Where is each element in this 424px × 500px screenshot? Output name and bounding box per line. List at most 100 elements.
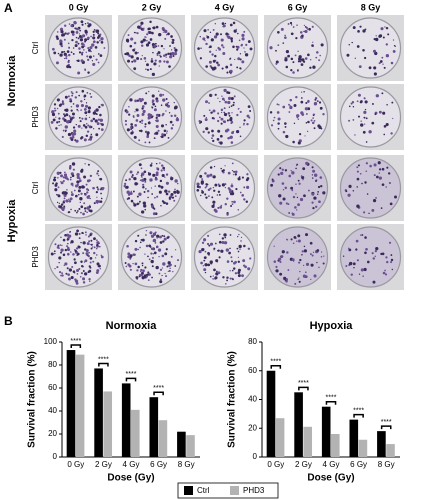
colony <box>284 122 287 125</box>
colony <box>52 47 55 51</box>
colony <box>229 234 232 236</box>
colony <box>142 269 145 273</box>
colony <box>208 60 212 64</box>
colony <box>149 20 152 24</box>
colony <box>150 259 154 264</box>
colony <box>322 113 325 116</box>
colony <box>124 119 128 123</box>
colony <box>228 190 232 194</box>
colony <box>93 111 97 115</box>
colony <box>307 120 310 124</box>
colony <box>312 65 316 69</box>
bar <box>321 406 331 457</box>
colony <box>100 192 102 195</box>
bar <box>177 431 186 457</box>
colony <box>232 174 235 176</box>
y-axis-label: Survival fraction (%) <box>27 351 38 448</box>
colony <box>66 245 68 248</box>
colony <box>84 117 88 121</box>
colony <box>224 187 227 189</box>
colony <box>316 51 319 54</box>
colony <box>357 30 360 33</box>
colony <box>372 49 377 53</box>
colony <box>214 23 216 25</box>
colony <box>85 114 88 117</box>
colony <box>71 135 75 139</box>
colony <box>161 254 165 258</box>
colony <box>302 60 306 63</box>
colony <box>97 61 100 64</box>
colony <box>96 186 99 189</box>
colony <box>67 132 72 137</box>
colony <box>390 61 394 65</box>
colony <box>277 122 280 125</box>
colony <box>125 179 128 182</box>
colony <box>207 188 211 192</box>
colony <box>68 47 70 50</box>
colony <box>166 193 169 196</box>
colony <box>207 263 211 267</box>
colony <box>241 33 245 37</box>
colony <box>368 212 370 215</box>
colony <box>82 212 85 216</box>
colony <box>312 177 314 179</box>
colony <box>273 116 276 119</box>
colony <box>303 90 305 93</box>
colony <box>64 233 67 237</box>
colony <box>155 265 159 270</box>
colony <box>56 201 59 204</box>
colony <box>95 199 99 204</box>
colony <box>217 63 220 67</box>
colony <box>304 29 308 34</box>
colony <box>285 65 289 69</box>
colony <box>172 270 174 273</box>
colony <box>356 166 359 169</box>
colony <box>84 111 88 115</box>
colony <box>216 61 219 64</box>
colony <box>153 44 157 48</box>
colony <box>92 117 96 121</box>
colony <box>89 261 92 264</box>
colony <box>137 25 141 29</box>
colony <box>148 258 151 261</box>
colony <box>158 256 160 258</box>
colony <box>131 175 134 179</box>
colony <box>220 38 224 42</box>
colony <box>375 37 379 42</box>
colony <box>196 185 200 188</box>
colony <box>126 244 129 248</box>
colony <box>77 110 79 112</box>
colony <box>311 25 314 28</box>
colony <box>368 66 372 70</box>
colony <box>158 272 161 275</box>
colony <box>298 57 302 61</box>
colony <box>381 167 385 171</box>
colony <box>227 92 230 94</box>
colony <box>196 188 200 192</box>
colony <box>246 173 249 176</box>
colony <box>288 212 291 214</box>
colony <box>287 203 290 206</box>
colony <box>311 174 314 176</box>
colony <box>346 53 350 57</box>
colony <box>134 111 136 113</box>
colony <box>287 269 290 271</box>
colony <box>159 179 163 183</box>
colony <box>309 241 313 245</box>
colony <box>70 138 74 142</box>
colony <box>75 40 78 44</box>
colony <box>133 135 137 139</box>
colony <box>167 102 169 104</box>
colony <box>140 44 144 47</box>
colony <box>88 48 91 52</box>
colony <box>382 111 386 115</box>
colony <box>316 193 319 195</box>
colony <box>284 58 288 62</box>
colony <box>209 187 212 190</box>
colony <box>71 94 73 97</box>
colony <box>147 68 149 71</box>
colony <box>271 178 274 181</box>
colony <box>79 275 82 278</box>
colony <box>90 239 93 242</box>
colony <box>136 173 138 175</box>
